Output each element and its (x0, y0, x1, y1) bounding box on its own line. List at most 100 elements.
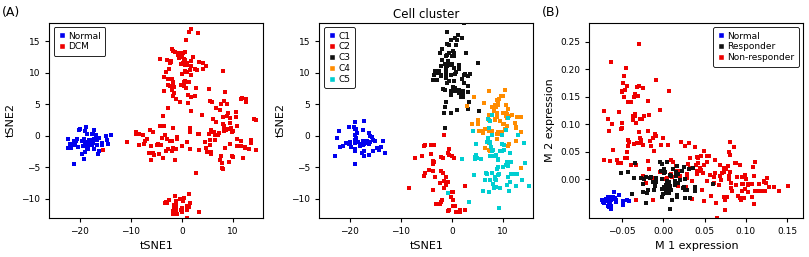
Point (438, 126, 451, 130)
Point (161, 147, 174, 151)
Point (95, 141, 108, 145)
Point (440, 30, 453, 34)
Y-axis label: M 2 expression: M 2 expression (544, 78, 554, 162)
Point (736, 182, 749, 186)
Point (184, 109, 197, 113)
Point (426, 162, 439, 166)
Point (417, 144, 430, 148)
Point (428, 175, 441, 179)
Point (437, 111, 450, 115)
Point (457, 21, 470, 25)
Point (686, 197, 699, 201)
Point (167, 212, 180, 216)
Point (180, 140, 193, 144)
Point (434, 181, 447, 185)
Point (694, 153, 707, 158)
Point (698, 163, 711, 167)
Point (492, 165, 505, 169)
Point (362, 152, 375, 157)
Point (658, 171, 671, 176)
Point (344, 142, 357, 146)
Point (678, 144, 691, 148)
Point (440, 81, 453, 85)
Point (90, 134, 103, 138)
Point (359, 141, 372, 145)
Point (674, 169, 687, 173)
Point (443, 63, 456, 67)
Point (504, 172, 517, 176)
Point (204, 152, 217, 156)
Point (144, 144, 157, 148)
Point (641, 191, 654, 195)
Point (356, 143, 369, 147)
Point (145, 158, 158, 162)
Point (508, 121, 521, 125)
Point (172, 53, 184, 57)
Point (217, 115, 230, 119)
Point (498, 88, 511, 92)
Point (489, 178, 502, 182)
Point (205, 128, 218, 132)
Point (635, 117, 648, 121)
Point (210, 120, 223, 124)
Point (462, 84, 475, 88)
Point (443, 51, 455, 55)
Point (69, 143, 82, 147)
Point (693, 169, 705, 173)
Point (453, 210, 466, 215)
Point (205, 129, 218, 133)
Point (706, 182, 719, 186)
Point (179, 70, 192, 74)
Point (604, 195, 617, 199)
Point (197, 61, 210, 66)
Point (144, 128, 157, 132)
Point (158, 89, 171, 93)
Point (747, 165, 760, 169)
Point (482, 190, 495, 194)
Point (608, 196, 621, 200)
Point (500, 112, 513, 116)
Point (625, 192, 638, 196)
Point (671, 184, 684, 188)
Point (436, 156, 449, 160)
Point (163, 61, 176, 65)
Point (163, 198, 176, 203)
Point (435, 64, 448, 68)
Point (434, 199, 447, 204)
Point (671, 195, 684, 199)
Point (485, 170, 498, 175)
Point (595, 198, 608, 202)
Point (634, 117, 647, 121)
Point (642, 159, 654, 163)
Point (473, 129, 486, 133)
Point (475, 157, 488, 161)
Point (362, 140, 375, 144)
Point (351, 140, 364, 144)
Point (154, 57, 167, 61)
Point (455, 95, 468, 99)
Point (480, 171, 493, 175)
Point (451, 108, 464, 112)
Point (709, 159, 722, 163)
Point (100, 133, 113, 137)
Point (691, 169, 704, 173)
Point (133, 143, 146, 147)
Point (616, 121, 629, 125)
Point (491, 158, 504, 162)
Point (155, 136, 168, 140)
Point (660, 176, 673, 180)
Point (659, 187, 671, 191)
Point (239, 145, 252, 150)
Point (661, 187, 674, 191)
Point (459, 208, 472, 212)
Point (170, 199, 183, 203)
Point (81, 144, 94, 148)
Point (629, 161, 642, 166)
Point (668, 183, 681, 187)
Point (403, 186, 416, 190)
Point (634, 139, 647, 143)
Point (680, 188, 693, 192)
Point (234, 139, 247, 143)
Point (209, 133, 222, 137)
Point (602, 202, 615, 206)
